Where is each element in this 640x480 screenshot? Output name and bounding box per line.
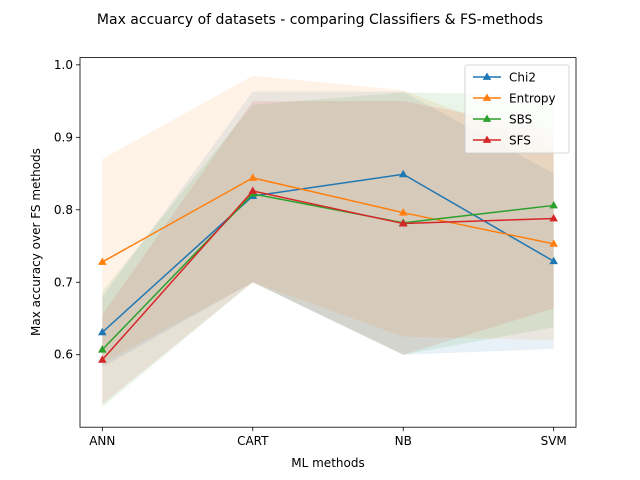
point-entropy-svm xyxy=(549,239,558,247)
legend-marker-chi2 xyxy=(482,72,492,80)
band-chi2 xyxy=(102,91,554,368)
y-tick-label: 0.6 xyxy=(54,348,73,362)
y-tick-label: 0.7 xyxy=(54,275,73,289)
chart-title: Max accuarcy of datasets - comparing Cla… xyxy=(97,12,543,28)
series-lines xyxy=(98,169,558,363)
y-axis-label: Max accuracy over FS methods xyxy=(29,148,43,336)
x-tick-label-cart: CART xyxy=(237,434,269,448)
legend-marker-entropy xyxy=(482,93,492,101)
point-sfs-nb xyxy=(398,219,408,227)
point-chi2-svm xyxy=(549,256,558,265)
band-entropy xyxy=(102,75,554,364)
x-tick-label-nb: NB xyxy=(395,434,412,448)
band-sfs xyxy=(102,101,554,405)
point-chi2-nb xyxy=(398,169,408,178)
x-axis: ANN CART NB SVM xyxy=(89,427,567,448)
legend-box xyxy=(464,64,570,154)
x-tick-label-ann: ANN xyxy=(89,434,115,448)
point-sbs-ann xyxy=(98,345,107,353)
point-sfs-cart xyxy=(248,186,258,194)
line-chi2 xyxy=(101,173,555,333)
point-sbs-svm xyxy=(549,200,558,209)
point-chi2-ann xyxy=(98,327,107,336)
line-sfs xyxy=(101,190,554,361)
x-tick-label-svm: SVM xyxy=(541,434,567,448)
y-tick-label: 1.0 xyxy=(54,58,73,72)
legend-label-entropy: Entropy xyxy=(509,92,556,106)
y-tick-label: 0.8 xyxy=(54,203,73,217)
legend-label-sfs: SFS xyxy=(509,134,531,148)
y-tick-label: 0.9 xyxy=(54,130,73,144)
point-entropy-nb xyxy=(398,208,408,216)
line-sbs xyxy=(101,193,554,351)
legend: Chi2 Entropy SBS SFS xyxy=(464,64,570,154)
legend-label-chi2: Chi2 xyxy=(509,71,536,85)
band-sbs xyxy=(102,92,554,407)
point-sfs-svm xyxy=(549,213,558,222)
confidence-bands xyxy=(102,75,554,407)
point-entropy-ann xyxy=(98,257,107,265)
plot-frame xyxy=(79,57,577,428)
x-axis-label: ML methods xyxy=(291,456,364,470)
point-entropy-cart xyxy=(248,173,258,181)
y-axis: 0.6 0.7 0.8 0.9 1.0 xyxy=(54,58,80,362)
legend-marker-sfs xyxy=(482,135,492,143)
legend-label-sbs: SBS xyxy=(509,113,532,127)
legend-marker-sbs xyxy=(482,114,492,122)
point-sfs-ann xyxy=(98,355,107,363)
line-entropy xyxy=(101,177,554,263)
